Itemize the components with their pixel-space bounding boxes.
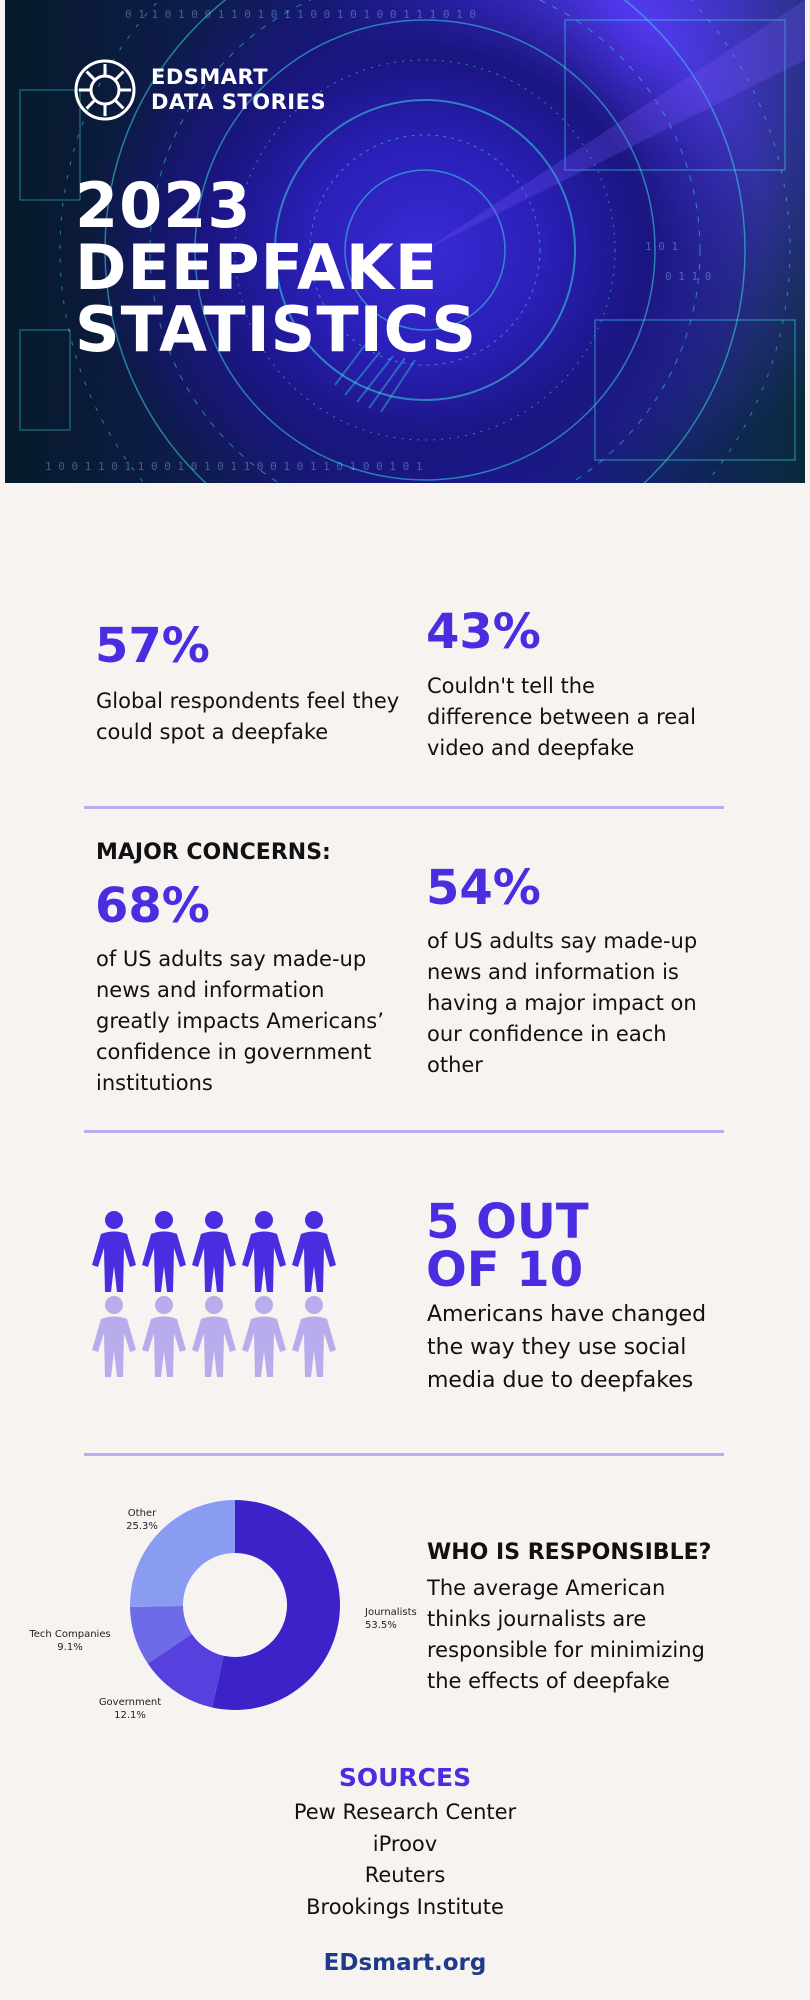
- person-icon-highlighted: [292, 1211, 336, 1292]
- person-icon-highlighted: [242, 1211, 286, 1292]
- slice-value-label: 25.3%: [126, 1521, 158, 1532]
- person-icon-muted: [192, 1296, 236, 1377]
- brand-logo: EDSMART DATA STORIES: [73, 58, 326, 122]
- stat-68-line-5: institutions: [96, 1071, 213, 1095]
- sun-wheel-icon: [74, 59, 136, 121]
- stat-54-value: 54%: [426, 860, 541, 916]
- person-icon-muted: [142, 1296, 186, 1377]
- person-icon-highlighted: [142, 1211, 186, 1292]
- responsible-line-2: thinks journalists are: [427, 1607, 647, 1631]
- person-icon-highlighted: [192, 1211, 236, 1292]
- donut-slice-tech-companies: [130, 1605, 192, 1664]
- stat-54-line-2: news and information is: [427, 960, 679, 984]
- source-item: Reuters: [364, 1863, 446, 1887]
- source-item: iProov: [372, 1831, 438, 1856]
- stat-43-text: Couldn't tell the difference between a r…: [427, 671, 696, 764]
- concerns-heading: MAJOR CONCERNS:: [96, 840, 331, 865]
- responsible-heading: WHO IS RESPONSIBLE?: [427, 1540, 712, 1565]
- social-stat-text: Americans have changed the way they use …: [427, 1298, 706, 1397]
- stat-43-value: 43%: [426, 604, 541, 660]
- responsible-line-3: responsible for minimizing: [427, 1638, 705, 1662]
- social-line-1: Americans have changed: [427, 1302, 707, 1327]
- sources-list: Pew Research Center iProov Reuters Brook…: [0, 1797, 810, 1923]
- slice-value-label: 12.1%: [114, 1710, 146, 1721]
- person-icon-muted: [292, 1296, 336, 1377]
- stat-68-value: 68%: [95, 878, 210, 934]
- donut-slice-journalists: [212, 1500, 340, 1710]
- page-title: 2023 DEEPFAKE STATISTICS: [75, 175, 477, 361]
- stat-54-line-5: other: [427, 1053, 483, 1077]
- person-icon-highlighted: [92, 1211, 136, 1292]
- section-divider: [84, 806, 724, 809]
- brand-name: EDSMART DATA STORIES: [151, 65, 326, 115]
- stat-68-line-3: greatly impacts Americans’: [96, 1009, 384, 1033]
- slice-label: Other: [128, 1508, 157, 1519]
- title-line-3: STATISTICS: [75, 293, 477, 366]
- stat-68-line-4: confidence in government: [96, 1040, 372, 1064]
- donut-slice-government: [147, 1633, 224, 1708]
- stat-54-line-3: having a major impact on: [427, 991, 697, 1015]
- source-item: Pew Research Center: [293, 1800, 517, 1824]
- slice-value-label: 53.5%: [365, 1620, 397, 1631]
- svg-text:1 0 1: 1 0 1: [645, 240, 678, 253]
- stat-57-value: 57%: [95, 618, 210, 674]
- stat-43-line-3: video and deepfake: [427, 736, 635, 760]
- social-value-line-2: OF 10: [426, 1242, 584, 1298]
- stat-54-line-4: our confidence in each: [427, 1022, 667, 1046]
- brand-line-2: DATA STORIES: [151, 90, 327, 114]
- hero-banner: 0 1 1 0 1 0 0 1 1 0 1 0 1 1 0 0 1 0 1 0 …: [5, 0, 805, 483]
- social-line-2: the way they use social: [427, 1335, 687, 1360]
- responsible-line-1: The average American: [427, 1576, 666, 1600]
- responsible-line-4: the effects of deepfake: [427, 1669, 670, 1693]
- slice-value-label: 9.1%: [57, 1642, 82, 1653]
- footer-site-link[interactable]: EDsmart.org: [323, 1950, 487, 1976]
- stat-54-line-1: of US adults say made-up: [427, 929, 698, 953]
- slice-label: Journalists: [364, 1607, 417, 1618]
- slice-label: Government: [99, 1697, 161, 1708]
- title-line-1: 2023: [75, 169, 252, 242]
- stat-68-text: of US adults say made-up news and inform…: [96, 944, 384, 1099]
- stat-43-line-1: Couldn't tell the: [427, 674, 595, 698]
- source-item: Brookings Institute: [306, 1894, 504, 1919]
- people-icon-grid: [92, 1211, 336, 1377]
- sources-title: SOURCES: [338, 1763, 472, 1792]
- svg-text:1 0 0 1 1 0 1 1 0 0 1 0 1 0 1: 1 0 0 1 1 0 1 1 0 0 1 0 1 0 1 1 0 0 1 0 …: [45, 460, 423, 473]
- social-stat-value: 5 OUT OF 10: [426, 1196, 589, 1296]
- person-icon-muted: [242, 1296, 286, 1377]
- section-divider: [84, 1130, 724, 1133]
- responsibility-donut-chart: Journalists 53.5% Government 12.1% Tech Comp…: [28, 1500, 417, 1721]
- hero-background-pattern: 0 1 1 0 1 0 0 1 1 0 1 0 1 1 0 0 1 0 1 0 …: [19, 0, 805, 483]
- section-divider: [84, 1453, 724, 1456]
- stat-68-line-1: of US adults say made-up: [96, 947, 367, 971]
- stat-54-text: of US adults say made-up news and inform…: [427, 926, 697, 1081]
- social-line-3: media due to deepfakes: [427, 1368, 694, 1393]
- brand-line-1: EDSMART: [151, 65, 269, 89]
- person-icon-muted: [92, 1296, 136, 1377]
- stat-57-text: Global respondents feel they could spot …: [96, 686, 399, 748]
- donut-slice-other: [130, 1500, 235, 1607]
- stat-43-line-2: difference between a real: [427, 705, 696, 729]
- social-value-line-1: 5 OUT: [426, 1194, 589, 1250]
- stat-68-line-2: news and information: [96, 978, 325, 1002]
- svg-text:0 1 1 0 1 0 0 1 1 0 1 0 1 1 0: 0 1 1 0 1 0 0 1 1 0 1 0 1 1 0 0 1 0 1 0 …: [125, 8, 476, 21]
- stat-57-line-2: could spot a deepfake: [96, 720, 329, 744]
- svg-text:0 1 1 0: 0 1 1 0: [665, 270, 711, 283]
- slice-label: Tech Companies: [28, 1629, 110, 1640]
- title-line-2: DEEPFAKE: [75, 231, 439, 304]
- responsible-text: The average American thinks journalists …: [427, 1573, 705, 1697]
- stat-57-line-1: Global respondents feel they: [96, 689, 400, 713]
